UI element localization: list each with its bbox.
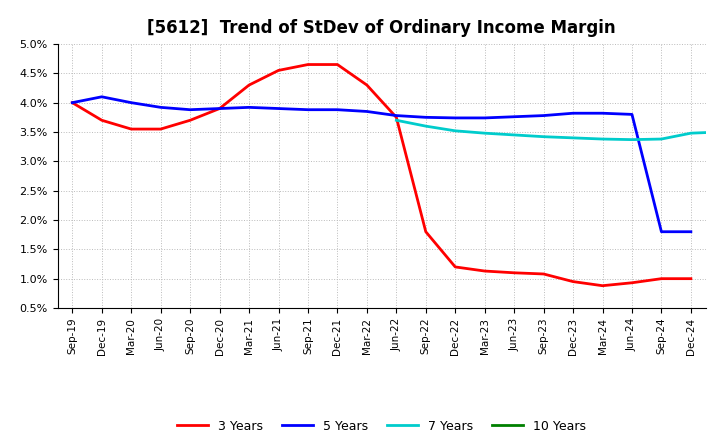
3 Years <box>569 279 577 284</box>
3 Years <box>215 106 224 111</box>
5 Years <box>480 115 489 121</box>
3 Years <box>127 126 135 132</box>
5 Years <box>539 113 548 118</box>
5 Years <box>127 100 135 105</box>
5 Years <box>598 110 607 116</box>
3 Years <box>598 283 607 288</box>
5 Years <box>156 105 165 110</box>
3 Years <box>539 271 548 277</box>
Title: [5612]  Trend of StDev of Ordinary Income Margin: [5612] Trend of StDev of Ordinary Income… <box>148 19 616 37</box>
7 Years <box>598 136 607 142</box>
3 Years <box>97 117 106 123</box>
3 Years <box>156 126 165 132</box>
5 Years <box>392 113 400 118</box>
3 Years <box>363 82 372 88</box>
5 Years <box>245 105 253 110</box>
7 Years <box>451 128 459 133</box>
5 Years <box>451 115 459 121</box>
7 Years <box>687 131 696 136</box>
3 Years <box>451 264 459 270</box>
7 Years <box>510 132 518 138</box>
3 Years <box>274 68 283 73</box>
3 Years <box>186 117 194 123</box>
5 Years <box>68 100 76 105</box>
7 Years <box>569 135 577 140</box>
5 Years <box>215 106 224 111</box>
5 Years <box>186 107 194 112</box>
7 Years <box>539 134 548 139</box>
3 Years <box>304 62 312 67</box>
3 Years <box>510 270 518 275</box>
5 Years <box>628 112 636 117</box>
5 Years <box>687 229 696 235</box>
7 Years <box>480 131 489 136</box>
Legend: 3 Years, 5 Years, 7 Years, 10 Years: 3 Years, 5 Years, 7 Years, 10 Years <box>172 414 591 437</box>
5 Years <box>363 109 372 114</box>
5 Years <box>421 115 430 120</box>
3 Years <box>480 268 489 274</box>
Line: 3 Years: 3 Years <box>72 65 691 286</box>
3 Years <box>333 62 342 67</box>
5 Years <box>510 114 518 119</box>
7 Years <box>421 124 430 129</box>
7 Years <box>392 117 400 123</box>
5 Years <box>333 107 342 112</box>
7 Years <box>628 137 636 142</box>
3 Years <box>392 115 400 120</box>
3 Years <box>687 276 696 281</box>
3 Years <box>628 280 636 286</box>
5 Years <box>97 94 106 99</box>
3 Years <box>657 276 666 281</box>
Line: 7 Years: 7 Years <box>396 120 720 139</box>
5 Years <box>569 110 577 116</box>
3 Years <box>245 82 253 88</box>
3 Years <box>68 100 76 105</box>
Line: 5 Years: 5 Years <box>72 97 691 232</box>
5 Years <box>657 229 666 235</box>
5 Years <box>274 106 283 111</box>
5 Years <box>304 107 312 112</box>
3 Years <box>421 229 430 235</box>
7 Years <box>657 136 666 142</box>
7 Years <box>716 129 720 135</box>
